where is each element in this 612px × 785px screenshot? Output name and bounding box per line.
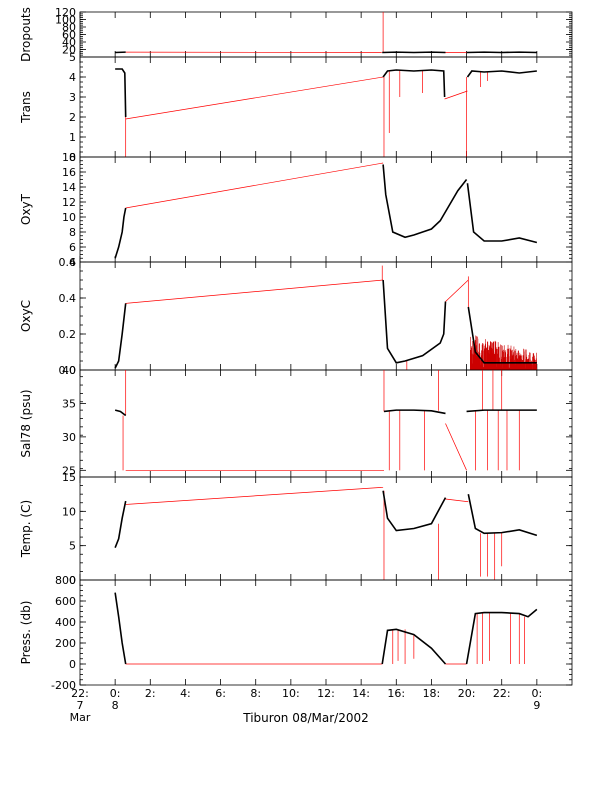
gap-line-oxyc (125, 279, 384, 304)
series-line-temp (467, 494, 538, 537)
series-line-oxyt (382, 164, 468, 239)
gap-line-sal (445, 423, 467, 471)
x-tick-sublabel-month: Mar (70, 711, 91, 724)
y-tick-label-oxyc: 0.4 (59, 292, 77, 305)
series-line-oxyc (382, 279, 447, 364)
gap-line-trans (444, 90, 468, 100)
y-axis-title-trans: Trans (19, 91, 33, 124)
gap-line-trans (125, 76, 384, 120)
y-tick-label-oxyc: 0.2 (59, 328, 77, 341)
x-tick-label: 6: (215, 687, 226, 700)
x-tick-label: 10: (282, 687, 300, 700)
series-line-sal (383, 409, 446, 415)
y-axis-title-temp: Temp. (C) (19, 500, 33, 558)
x-tick-sublabel: 9 (533, 699, 540, 712)
y-tick-label-trans: 5 (69, 51, 76, 64)
x-tick-sublabel: 8 (112, 699, 119, 712)
y-axis-title-oxyc: OxyC (19, 300, 33, 332)
y-tick-label-oxyc: 0.0 (59, 364, 77, 377)
y-tick-label-dropouts: 100 (55, 14, 76, 27)
y-tick-label-oxyt: 8 (69, 226, 76, 239)
y-tick-label-press: 400 (55, 616, 76, 629)
panel-frame-temp (79, 476, 573, 581)
gap-line-oxyc (445, 279, 469, 302)
series-line-trans (466, 70, 537, 78)
panel-frame-dropouts (79, 11, 573, 58)
x-tick-label: 2: (145, 687, 156, 700)
y-tick-label-sal: 25 (62, 464, 76, 477)
y-tick-label-trans: 1 (69, 131, 76, 144)
x-tick-label: 20: (458, 687, 476, 700)
gap-line-temp (445, 498, 469, 503)
y-axis-title-sal: Sal78 (psu) (19, 389, 33, 457)
y-tick-label-press: 200 (55, 637, 76, 650)
x-tick-label: 22: (493, 687, 511, 700)
series-line-press (114, 592, 127, 665)
y-tick-label-dropouts: 40 (62, 36, 76, 49)
x-tick-sublabel: 7 (77, 699, 84, 712)
y-tick-label-trans: 0 (69, 151, 76, 164)
x-tick-label: 4: (180, 687, 191, 700)
y-tick-label-dropouts: 60 (62, 29, 76, 42)
y-tick-label-press: 600 (55, 595, 76, 608)
y-tick-label-trans: 4 (69, 71, 76, 84)
y-tick-label-dropouts: 120 (55, 6, 76, 19)
series-line-oxyt (114, 207, 127, 259)
y-axis-title-dropouts: Dropouts (19, 7, 33, 62)
panel-frame-press (79, 579, 573, 686)
y-tick-label-press: 0 (69, 658, 76, 671)
x-tick-label: 18: (423, 687, 441, 700)
y-tick-label-oxyt: 6 (69, 241, 76, 254)
y-tick-label-temp: 5 (69, 540, 76, 553)
series-line-trans (382, 69, 446, 98)
x-tick-label: 0: (531, 687, 542, 700)
gap-line-oxyt (125, 162, 384, 209)
y-tick-label-trans: 2 (69, 111, 76, 124)
series-line-temp (114, 500, 127, 549)
y-tick-label-oxyt: 14 (62, 181, 76, 194)
y-tick-label-oxyt: 18 (62, 151, 76, 164)
series-line-oxyc (467, 306, 537, 364)
gap-line-temp (125, 486, 384, 505)
series-line-trans (115, 68, 127, 118)
y-tick-label-temp: 15 (62, 471, 76, 484)
x-tick-label: 16: (387, 687, 405, 700)
x-axis-title: Tiburon 08/Mar/2002 (243, 711, 369, 725)
series-line-sal (466, 409, 537, 413)
y-tick-label-oxyc: 0.6 (59, 256, 77, 269)
y-tick-label-dropouts: 20 (62, 44, 76, 57)
x-tick-label: 12: (317, 687, 335, 700)
y-tick-label-temp: 10 (62, 505, 76, 518)
series-line-temp (382, 490, 447, 532)
y-tick-label-dropouts: 80 (62, 21, 76, 34)
y-axis-title-oxyt: OxyT (19, 193, 33, 225)
y-tick-label-oxyt: 10 (62, 211, 76, 224)
y-tick-label-sal: 35 (62, 397, 76, 410)
series-line-press (381, 628, 447, 665)
y-tick-label-press: -200 (51, 679, 76, 692)
y-tick-label-oxyt: 4 (69, 256, 76, 269)
y-tick-label-press: 800 (55, 574, 76, 587)
y-tick-label-oxyt: 16 (62, 166, 76, 179)
x-tick-label: 0: (110, 687, 121, 700)
series-line-sal (114, 409, 127, 417)
y-tick-label-temp: 0 (69, 574, 76, 587)
x-tick-label: 8: (250, 687, 261, 700)
series-line-oxyt (466, 183, 538, 244)
series-line-oxyc (114, 303, 127, 369)
x-tick-label: 14: (352, 687, 370, 700)
y-tick-label-trans: 3 (69, 91, 76, 104)
y-tick-label-sal: 40 (62, 364, 76, 377)
noise-band-oxyc (470, 335, 538, 370)
y-tick-label-sal: 30 (62, 431, 76, 444)
y-tick-label-oxyt: 12 (62, 196, 76, 209)
series-line-press (465, 608, 538, 665)
x-tick-label: 22: (71, 687, 89, 700)
y-axis-title-press: Press. (db) (19, 601, 33, 665)
